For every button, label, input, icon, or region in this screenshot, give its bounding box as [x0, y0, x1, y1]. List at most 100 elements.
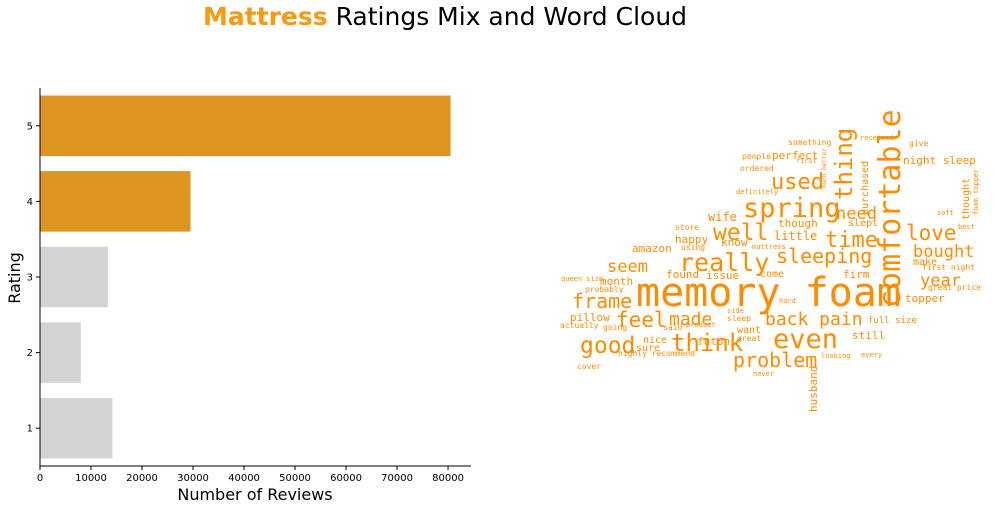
cloud-word: though — [778, 217, 818, 230]
cloud-word: thing — [830, 128, 858, 200]
cloud-word: cover — [577, 362, 601, 371]
cloud-word: said — [663, 323, 682, 332]
cloud-word: topper — [905, 292, 945, 305]
cloud-word: wife — [708, 210, 737, 224]
cloud-word: husband — [807, 366, 820, 412]
cloud-word: good — [580, 333, 635, 359]
x-tick-label: 20000 — [126, 473, 158, 484]
x-tick-label: 0 — [37, 473, 43, 484]
y-axis-label: Rating — [5, 252, 24, 304]
cloud-word: first — [796, 157, 817, 165]
cloud-word: slept — [848, 218, 878, 229]
cloud-word: issue — [706, 269, 739, 282]
cloud-word: spring — [743, 193, 841, 224]
y-tick-label: 1 — [27, 424, 33, 435]
cloud-word: great price — [928, 283, 981, 292]
y-tick-label: 2 — [27, 348, 33, 359]
y-tick-label: 5 — [27, 121, 33, 132]
cloud-word: still — [852, 329, 885, 342]
bar-rating-1 — [40, 397, 113, 459]
cloud-word: really — [679, 248, 769, 277]
cloud-word: people — [742, 152, 771, 161]
cloud-word: problem — [733, 348, 817, 372]
cloud-word: need — [836, 204, 877, 224]
cloud-word: frame — [572, 289, 632, 313]
cloud-word: bought — [913, 242, 974, 262]
chart-title: Mattress Ratings Mix and Word Cloud — [0, 2, 890, 31]
cloud-word: nice — [643, 335, 667, 346]
x-tick-label: 10000 — [75, 473, 107, 484]
cloud-word: want — [737, 325, 761, 336]
cloud-word: think — [671, 329, 744, 357]
y-tick-label: 4 — [27, 197, 33, 208]
cloud-word: something — [788, 138, 832, 147]
cloud-word: side — [727, 307, 744, 315]
cloud-word: looking — [821, 352, 851, 360]
cloud-word: much better — [821, 148, 828, 188]
x-tick-label: 70000 — [381, 473, 413, 484]
cloud-word: made — [669, 309, 712, 330]
cloud-word: great — [737, 334, 761, 343]
cloud-word: give — [909, 139, 928, 148]
x-tick-label: 60000 — [330, 473, 362, 484]
x-axis-label: Number of Reviews — [177, 485, 332, 504]
cloud-word: purchased — [860, 161, 871, 215]
cloud-word: soft — [937, 209, 954, 217]
cloud-word: using — [681, 243, 705, 252]
cloud-word: hard — [779, 297, 796, 305]
x-tick-label: 80000 — [432, 473, 464, 484]
cloud-word: year — [920, 271, 961, 291]
cloud-word: perfect — [772, 149, 818, 162]
cloud-word: come — [760, 269, 784, 280]
cloud-word: pillow — [570, 311, 610, 324]
y-tick-label: 3 — [27, 273, 33, 284]
cloud-word: futon — [697, 335, 730, 348]
cloud-word: make — [913, 257, 937, 268]
cloud-word: found — [666, 268, 699, 281]
cloud-word: queen size — [561, 275, 603, 283]
cloud-word: back pain — [765, 309, 863, 330]
cloud-word: well — [713, 220, 768, 246]
cloud-word: know — [721, 236, 748, 249]
cloud-word: memory foam — [636, 270, 901, 316]
cloud-word: first night — [922, 263, 975, 272]
bar-rating-5 — [40, 95, 451, 157]
cloud-word: happy — [675, 233, 708, 246]
bar-rating-4 — [40, 171, 191, 232]
cloud-word: never — [753, 370, 774, 378]
cloud-word: little — [774, 229, 817, 243]
cloud-word: store — [675, 223, 699, 232]
cloud-word: love — [906, 221, 957, 245]
cloud-word: used — [771, 170, 824, 195]
cloud-word: product — [686, 321, 716, 329]
cloud-word: full size — [868, 316, 917, 326]
cloud-word: sleeping — [776, 244, 872, 268]
cloud-word: best — [958, 223, 975, 231]
cloud-word: time — [825, 228, 878, 253]
cloud-word: definitely — [736, 188, 778, 196]
cloud-word: going — [603, 323, 627, 332]
cloud-word: foam topper — [972, 169, 980, 215]
cloud-word: highly recommend — [618, 349, 695, 358]
cloud-word: seem — [607, 257, 648, 277]
cloud-word: comfortable — [873, 109, 908, 308]
rating-bar-chart: 1 2 3 4 5 0 10000 20000 30000 40000 50000 60000 700… — [5, 88, 471, 504]
cloud-word: sleep — [727, 314, 751, 323]
cloud-word: ordered — [740, 164, 774, 173]
chart-title-highlight: Mattress — [202, 2, 328, 31]
cloud-word: every — [861, 351, 882, 359]
cloud-word: month — [600, 275, 633, 288]
cloud-word: received — [860, 134, 894, 142]
bar-rating-3 — [40, 246, 108, 308]
cloud-word: thought — [961, 178, 972, 220]
cloud-word: feel — [616, 308, 667, 332]
cloud-word: amazon — [632, 242, 672, 255]
x-tick-label: 50000 — [279, 473, 311, 484]
cloud-word: actually — [560, 321, 599, 330]
x-tick-label: 40000 — [228, 473, 260, 484]
x-tick-label: 30000 — [177, 473, 209, 484]
cloud-word: firm — [843, 268, 870, 281]
cloud-word: night sleep — [903, 154, 976, 167]
cloud-word: sure — [636, 343, 660, 354]
